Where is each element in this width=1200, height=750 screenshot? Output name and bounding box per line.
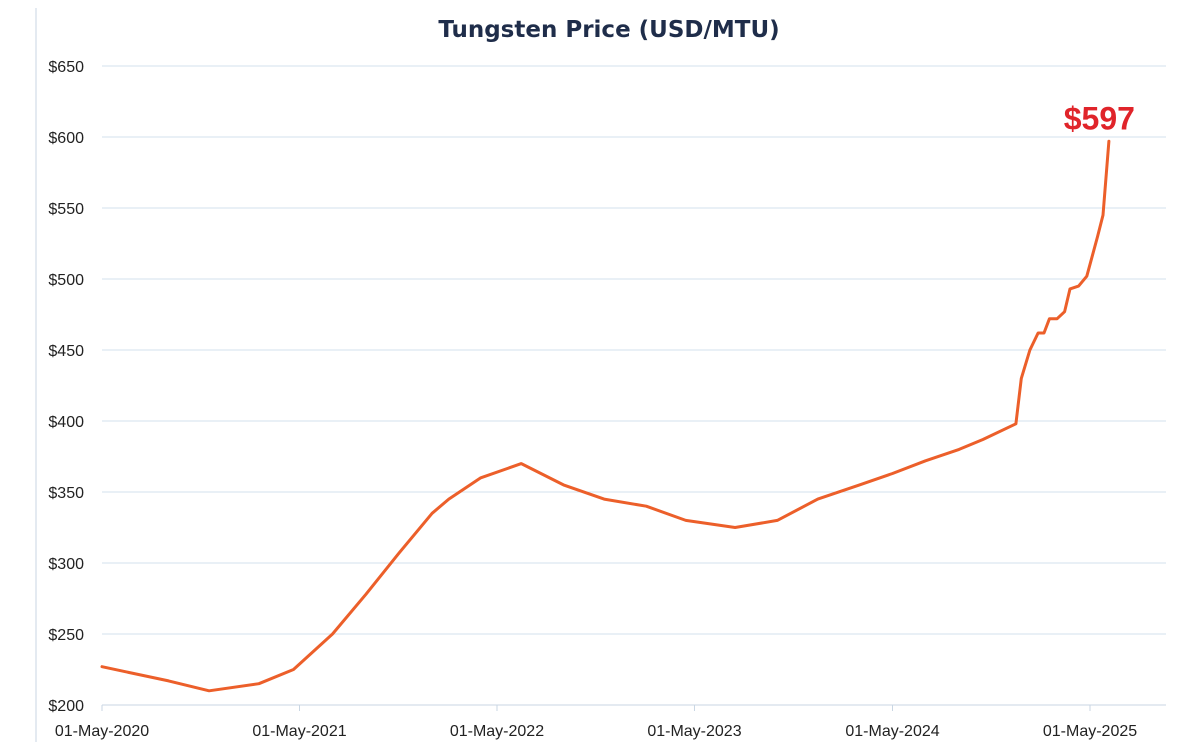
series-layer [100,139,1111,693]
y-tick-label-350: $350 [48,485,84,502]
x-tick-label-5: 01-May-2025 [1043,723,1137,740]
y-tick-label-450: $450 [48,343,84,360]
grid-lines [102,65,1166,635]
x-tick-label-3: 01-May-2023 [647,723,741,740]
y-tick-label-250: $250 [48,627,84,644]
x-axis-tick-labels: 01-May-2020 01-May-2021 01-May-2022 01-May-… [55,723,1137,740]
y-tick-label-200: $200 [48,698,84,715]
series-line-0 [100,139,1111,693]
y-tick-label-300: $300 [48,556,84,573]
x-tick-label-4: 01-May-2024 [845,723,939,740]
y-tick-label-400: $400 [48,414,84,431]
end-value-label: $597 [1064,100,1135,136]
y-tick-label-600: $600 [48,130,84,147]
y-tick-label-650: $650 [48,59,84,76]
x-tick-label-0: 01-May-2020 [55,723,149,740]
x-tick-label-2: 01-May-2022 [450,723,544,740]
axes [35,8,1166,742]
y-tick-label-550: $550 [48,201,84,218]
x-tick-label-1: 01-May-2021 [252,723,346,740]
y-tick-label-500: $500 [48,272,84,289]
chart-title: Tungsten Price (USD/MTU) [438,17,779,43]
y-axis-tick-labels: $200 $250 $300 $350 $400 $450 $500 $550 $600 $650 [48,59,84,715]
